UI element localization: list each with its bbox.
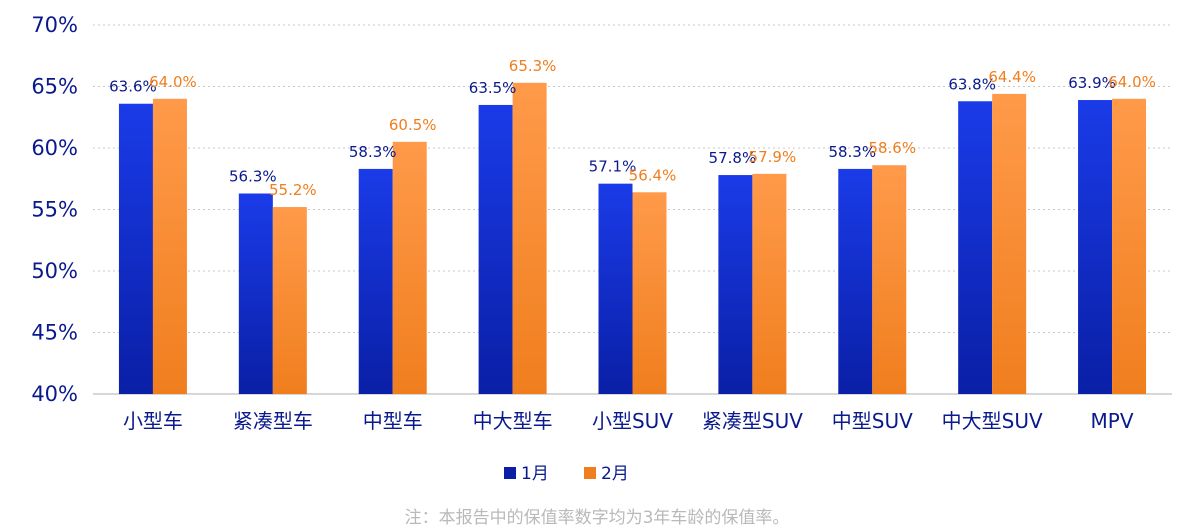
bar-series1	[118, 103, 153, 394]
bar-series2	[872, 165, 907, 394]
x-category-label: MPV	[1091, 409, 1134, 433]
bar-series2	[992, 93, 1027, 394]
bar-series1	[718, 175, 753, 394]
data-label: 57.9%	[749, 148, 797, 166]
bar-series1	[238, 193, 273, 394]
x-axis-category-labels: 小型车 紧凑型车 中型车 中大型车 小型SUV 紧凑型SUV 中型SUV 中大型SUV MPV	[123, 409, 1134, 433]
bar-series2	[632, 192, 667, 394]
y-tick-label: 70%	[31, 13, 78, 37]
data-label: 64.0%	[1108, 73, 1156, 91]
bar-series2	[152, 98, 187, 395]
x-category-label: 小型SUV	[592, 409, 673, 433]
data-label: 65.3%	[509, 57, 557, 75]
data-label: 63.5%	[469, 79, 517, 97]
legend-label: 1月	[521, 464, 549, 484]
data-label: 63.6%	[109, 78, 157, 96]
data-label: 63.9%	[1068, 74, 1116, 92]
x-category-label: 紧凑型SUV	[702, 409, 803, 433]
data-label: 56.4%	[629, 166, 677, 184]
x-category-label: 小型车	[123, 409, 183, 433]
x-category-label: 中型SUV	[832, 409, 913, 433]
data-label: 58.6%	[868, 139, 916, 157]
bar-series1	[1078, 100, 1113, 394]
bar-series1	[958, 101, 993, 394]
data-label: 56.3%	[229, 168, 277, 186]
data-label: 58.3%	[828, 143, 876, 161]
data-labels: 63.6%64.0%56.3%55.2%58.3%60.5%63.5%65.3%…	[109, 57, 1156, 199]
bar-series1	[598, 183, 633, 394]
data-label: 64.4%	[988, 68, 1036, 86]
legend-swatch	[504, 467, 516, 479]
legend-label: 2月	[601, 464, 629, 484]
bars	[118, 82, 1147, 395]
y-tick-label: 50%	[31, 259, 78, 283]
data-label: 64.0%	[149, 73, 197, 91]
bar-series2	[752, 173, 787, 394]
bar-series2	[512, 82, 547, 394]
x-category-label: 中型车	[363, 409, 423, 433]
data-label: 58.3%	[349, 143, 397, 161]
y-tick-label: 45%	[31, 321, 78, 345]
data-label: 60.5%	[389, 116, 437, 134]
data-label: 55.2%	[269, 181, 317, 199]
bar-series1	[838, 168, 873, 394]
legend: 1月 2月	[504, 464, 629, 484]
x-category-label: 中大型SUV	[942, 409, 1043, 433]
x-category-label: 中大型车	[473, 409, 553, 433]
bar-series2	[1112, 98, 1147, 395]
bar-series2	[272, 207, 307, 394]
data-label: 57.1%	[589, 158, 637, 176]
y-tick-label: 65%	[31, 75, 78, 99]
y-tick-label: 40%	[31, 382, 78, 406]
x-category-label: 紧凑型车	[233, 409, 313, 433]
y-axis-tick-labels: 40% 45% 50% 55% 60% 65% 70%	[31, 13, 78, 406]
bar-series1	[478, 104, 513, 394]
bar-series1	[358, 168, 393, 394]
y-tick-label: 55%	[31, 198, 78, 222]
data-label: 57.8%	[709, 149, 757, 167]
legend-swatch	[584, 467, 596, 479]
data-label: 63.8%	[948, 75, 996, 93]
footnote: 注：本报告中的保值率数字均为3年车龄的保值率。	[405, 508, 790, 528]
bar-series2	[392, 141, 427, 394]
y-tick-label: 60%	[31, 136, 78, 160]
